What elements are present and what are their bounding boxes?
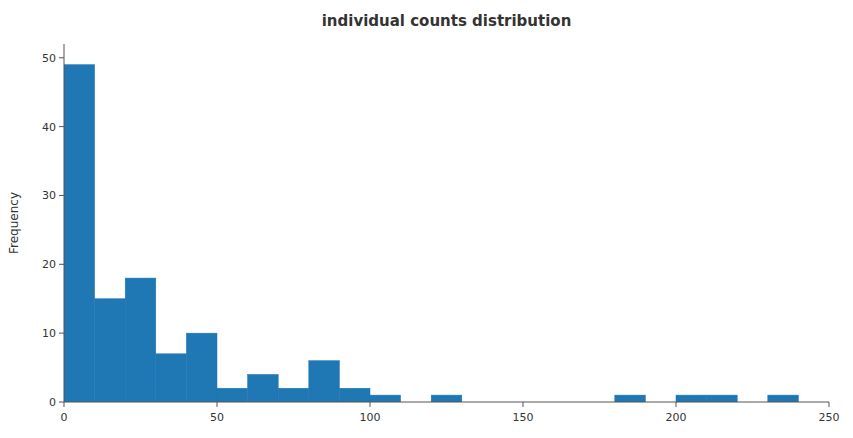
bars (64, 65, 798, 402)
x-tick-label: 200 (666, 411, 687, 424)
y-tick-label: 20 (42, 258, 56, 271)
bar (248, 374, 279, 402)
x-tick-label: 0 (61, 411, 68, 424)
chart-title: individual counts distribution (322, 12, 572, 30)
y-tick (59, 57, 64, 58)
bar (64, 65, 95, 402)
y-tick-label: 50 (42, 52, 56, 65)
chart-svg: 0 50 100 150 200 250 0 10 20 30 40 50 Frequency indiv… (0, 0, 853, 438)
y-tick (59, 264, 64, 265)
y-tick-label: 30 (42, 189, 56, 202)
x-axis-line (64, 402, 829, 403)
page: {"chart_data": {"type": "histogram", "ti… (0, 0, 853, 438)
bar (95, 299, 126, 402)
x-tick-label: 50 (210, 411, 224, 424)
bar (707, 395, 738, 402)
x-tick (64, 402, 65, 407)
bar (676, 395, 707, 402)
x-tick-label: 250 (819, 411, 840, 424)
y-tick-label: 10 (42, 327, 56, 340)
x-tick (676, 402, 677, 407)
bar (156, 354, 187, 402)
bar (309, 361, 340, 402)
y-tick (59, 195, 64, 196)
chart-container: 0 50 100 150 200 250 0 10 20 30 40 50 Frequency indiv… (0, 0, 853, 438)
y-tick (59, 402, 64, 403)
bar (125, 278, 156, 402)
x-tick (523, 402, 524, 407)
bar (278, 388, 309, 402)
bar (768, 395, 799, 402)
axes: 0 50 100 150 200 250 0 10 20 30 40 50 (42, 44, 840, 424)
x-tick-label: 150 (513, 411, 534, 424)
y-tick-label: 40 (42, 121, 56, 134)
x-tick (217, 402, 218, 407)
x-tick-label: 100 (360, 411, 381, 424)
y-tick-label: 0 (49, 396, 56, 409)
y-tick (59, 126, 64, 127)
y-axis-label: Frequency (7, 192, 21, 254)
bar (339, 388, 370, 402)
y-axis-line (64, 44, 65, 402)
x-tick (370, 402, 371, 407)
bar (186, 333, 217, 402)
y-tick (59, 333, 64, 334)
bar (217, 388, 248, 402)
x-tick (829, 402, 830, 407)
bar (615, 395, 646, 402)
bar (431, 395, 462, 402)
bar (370, 395, 401, 402)
